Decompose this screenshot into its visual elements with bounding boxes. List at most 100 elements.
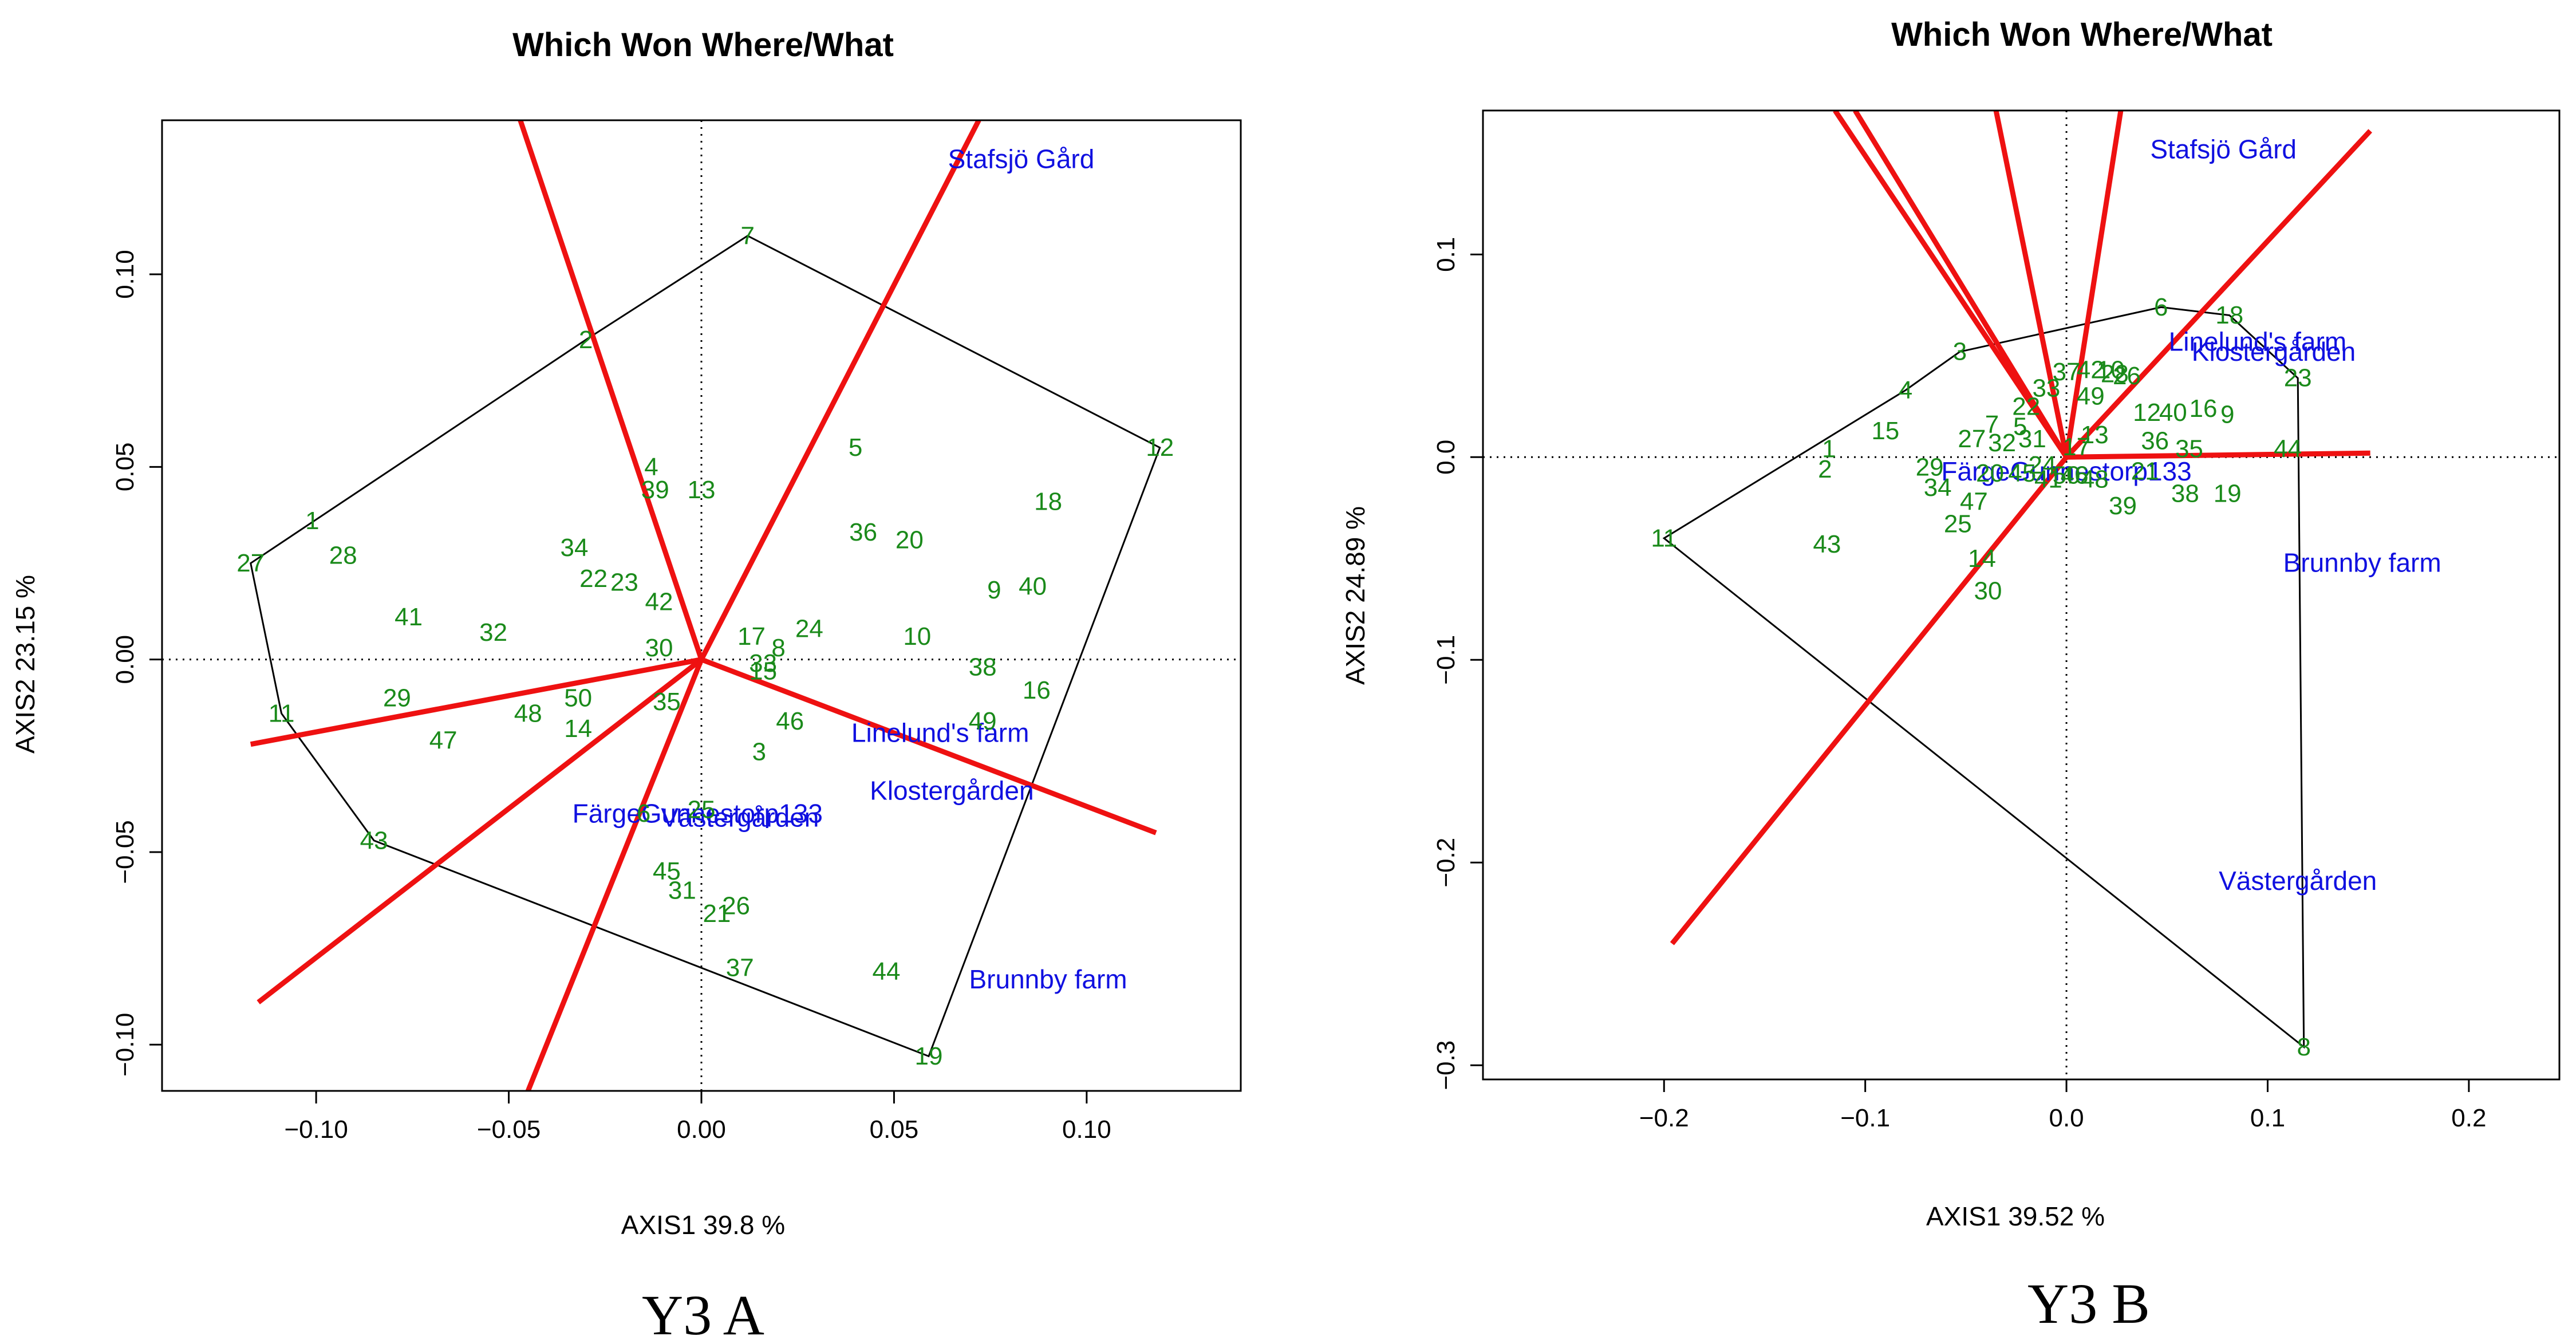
genotype-label: 37	[2053, 358, 2081, 386]
y-tick-label: −0.05	[111, 820, 139, 884]
sector-ray	[699, 120, 981, 661]
genotype-label: 25	[688, 795, 716, 823]
genotype-label: 24	[795, 614, 823, 643]
environment-label: Västergården	[661, 802, 819, 832]
genotype-label: 42	[645, 588, 673, 616]
genotype-label: 22	[579, 565, 607, 593]
genotype-label: 50	[564, 684, 592, 712]
genotype-label: 15	[1871, 417, 1899, 445]
genotype-label: 34	[1924, 474, 1952, 502]
genotype-label: 17	[2062, 433, 2090, 461]
sector-ray	[257, 657, 703, 1004]
genotype-label: 36	[849, 518, 877, 546]
genotype-label: 25	[1944, 510, 1972, 538]
genotype-label: 27	[236, 549, 265, 577]
sector-ray	[700, 657, 1157, 835]
genotype-label: 42	[2077, 356, 2105, 384]
genotype-label: 32	[1988, 429, 2016, 457]
genotype-label: 7	[741, 222, 755, 250]
genotype-label: 6	[637, 799, 650, 827]
plot-area-b: Stafsjö Gård Linelund's farmKlostergården…	[1483, 111, 2559, 1079]
x-tick-label: 0.05	[870, 1116, 919, 1144]
genotype-label: 30	[1974, 577, 2002, 605]
x-axis-label-a: AXIS1 39.8 %	[621, 1210, 785, 1240]
genotype-label: 5	[2013, 413, 2027, 441]
genotype-label: 31	[668, 877, 696, 905]
environment-label: Klostergården	[2192, 337, 2356, 366]
panel-caption-a: Y3 A	[642, 1283, 764, 1344]
genotype-label: 43	[360, 826, 388, 854]
genotype-label: 38	[969, 653, 997, 681]
y-tick-label: −0.1	[1432, 635, 1460, 685]
environment-label: Klostergården	[870, 775, 1033, 805]
genotype-label: 10	[2097, 356, 2125, 384]
genotype-label: 45	[653, 857, 681, 885]
genotype-label: 21	[703, 900, 731, 928]
genotype-label: 23	[2284, 364, 2312, 392]
y-tick-label: 0.00	[111, 635, 139, 684]
genotype-label: 30	[645, 634, 673, 662]
genotype-label: 41	[2034, 466, 2062, 494]
genotype-label: 44	[2274, 435, 2302, 463]
genotype-label: 3	[752, 738, 766, 766]
y-tick-label: 0.05	[111, 443, 139, 492]
genotype-label: 35	[2175, 435, 2203, 463]
environment-label: Stafsjö Gård	[2150, 134, 2297, 164]
sector-ray	[1833, 111, 2069, 459]
x-tick-label: 0.1	[2250, 1104, 2285, 1132]
genotype-label: 35	[653, 688, 681, 716]
genotype-label: 11	[269, 699, 295, 727]
y-tick-label: 0.10	[111, 250, 139, 299]
y-axis-label-b: AXIS2 24.89 %	[1340, 506, 1370, 685]
genotype-label: 29	[1916, 453, 1944, 481]
y-tick-label: 0.0	[1432, 440, 1460, 475]
genotype-label: 21	[2131, 458, 2159, 486]
genotype-label: 49	[2077, 383, 2105, 411]
x-tick-label: 0.2	[2451, 1104, 2486, 1132]
genotype-label: 20	[1976, 459, 2004, 487]
genotype-label: 33	[749, 649, 777, 677]
plot-area-a: Stafsjö Gård Linelund's farm Klostergården…	[162, 120, 1241, 1091]
x-tick-label: −0.1	[1840, 1104, 1890, 1132]
y-axis-label-a: AXIS2 23.15 %	[10, 575, 40, 754]
environment-label: Linelund's farm	[2169, 327, 2347, 357]
genotype-label: 13	[2081, 421, 2109, 449]
genotype-label: 7	[1985, 411, 1999, 439]
genotype-label: 41	[395, 603, 423, 631]
convex-hull-polygon	[1662, 306, 2305, 1049]
genotype-label: 19	[915, 1042, 943, 1070]
genotype-label: 17	[737, 622, 766, 651]
chart-title-a: Which Won Where/What	[512, 26, 894, 64]
genotype-label: 50	[2053, 462, 2081, 490]
environment-label: Linelund's farm	[851, 718, 1029, 747]
environment-label: Brunnby farm	[969, 964, 1127, 994]
genotype-label: 14	[564, 715, 592, 743]
environment-label: Brunnby farm	[2283, 547, 2441, 577]
environment-label: Stafsjö Gård	[948, 144, 1095, 174]
genotype-label: 6	[2154, 293, 2168, 321]
genotype-label: 47	[1960, 488, 1988, 516]
sector-ray	[2064, 111, 2124, 458]
genotype-label: 37	[726, 953, 754, 982]
genotype-label: 40	[2159, 399, 2187, 427]
genotype-label: 2	[1818, 455, 1832, 483]
genotype-label: 32	[479, 618, 507, 647]
sector-ray	[2066, 450, 2370, 460]
genotype-label: 20	[896, 526, 924, 554]
genotype-label: 16	[2190, 395, 2218, 423]
genotype-label: 44	[872, 957, 900, 986]
genotype-label: 49	[969, 707, 997, 735]
genotype-label: 48	[2081, 466, 2109, 494]
genotype-label: 12	[1146, 433, 1174, 462]
genotype-label: 48	[514, 699, 542, 727]
genotype-label: 33	[2032, 374, 2060, 402]
x-tick-label: −0.10	[284, 1116, 348, 1144]
genotype-label: 39	[2109, 492, 2137, 520]
genotype-label: 46	[2061, 462, 2089, 490]
genotype-label: 12	[2133, 399, 2161, 427]
sector-ray	[250, 657, 702, 747]
genotype-label: 9	[2220, 400, 2234, 428]
sector-ray	[518, 120, 704, 661]
genotype-label: 38	[2171, 480, 2199, 508]
